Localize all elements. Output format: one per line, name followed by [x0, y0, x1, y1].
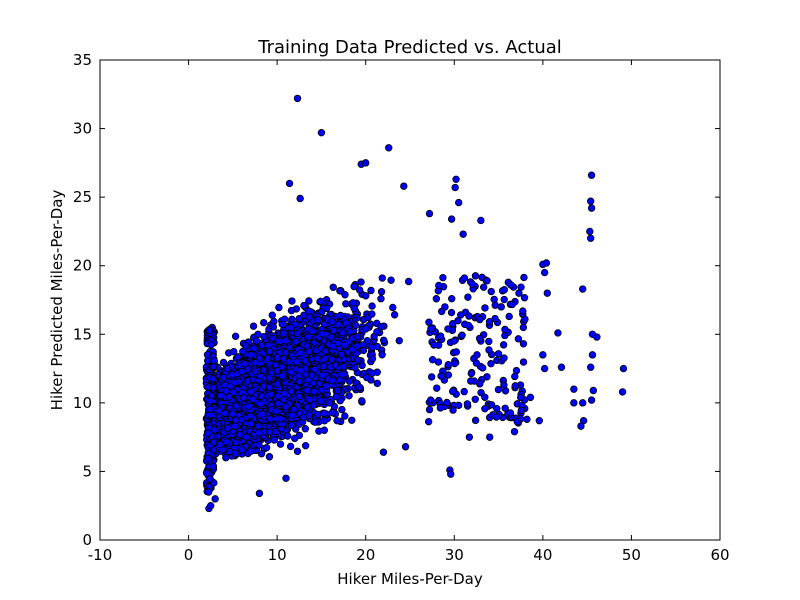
data-point — [359, 346, 368, 355]
data-point — [349, 299, 357, 307]
data-point — [358, 397, 366, 405]
plot-area — [100, 60, 720, 540]
data-point — [328, 318, 336, 326]
data-point — [327, 355, 336, 364]
data-point — [252, 337, 261, 345]
data-point — [242, 342, 250, 350]
data-point — [322, 304, 331, 313]
data-point — [260, 318, 268, 327]
data-point — [368, 310, 376, 318]
data-point — [362, 292, 370, 300]
data-point — [258, 341, 266, 349]
data-point — [262, 443, 271, 452]
data-point — [291, 434, 299, 443]
data-point — [331, 361, 340, 369]
data-point — [368, 302, 376, 310]
data-point — [314, 316, 322, 324]
data-point — [329, 283, 337, 291]
data-point — [301, 425, 310, 433]
data-point — [357, 278, 365, 286]
data-point — [345, 392, 353, 400]
data-point — [377, 323, 385, 331]
data-point — [278, 320, 287, 328]
data-point — [368, 343, 376, 352]
data-point — [329, 326, 338, 335]
data-point — [351, 321, 360, 329]
data-point — [341, 291, 349, 299]
data-point — [276, 440, 285, 448]
data-point — [321, 347, 330, 355]
data-point — [249, 322, 258, 330]
data-point — [250, 344, 258, 352]
data-point — [346, 327, 354, 336]
data-point — [404, 277, 413, 286]
data-point — [275, 303, 283, 312]
data-point — [286, 442, 295, 451]
data-point — [338, 329, 346, 337]
data-point — [216, 440, 224, 449]
data-point — [311, 418, 319, 426]
data-point — [287, 324, 295, 332]
data-point — [300, 311, 308, 319]
data-point — [247, 351, 255, 359]
data-point — [395, 336, 403, 345]
data-point — [231, 332, 240, 341]
data-point — [280, 329, 288, 337]
data-point — [283, 432, 292, 440]
data-point — [239, 347, 247, 356]
data-point — [378, 274, 386, 282]
data-point — [288, 297, 296, 305]
data-point — [330, 402, 339, 411]
data-point — [355, 286, 364, 294]
data-point — [234, 353, 242, 361]
data-point — [353, 356, 362, 364]
data-point — [247, 420, 255, 428]
data-point — [367, 286, 375, 295]
data-point — [327, 333, 335, 341]
data-point — [390, 311, 399, 319]
data-point — [348, 416, 356, 424]
data-point — [319, 362, 328, 371]
data-point — [334, 320, 343, 329]
data-point — [373, 379, 382, 388]
data-point — [379, 336, 388, 344]
data-point — [377, 288, 386, 296]
data-point — [389, 303, 397, 312]
data-point — [336, 287, 344, 295]
data-point — [292, 337, 300, 346]
data-point — [287, 421, 296, 429]
data-point — [265, 453, 274, 461]
scatter-points — [202, 94, 628, 513]
data-point — [350, 282, 358, 291]
data-point — [333, 416, 341, 425]
data-point — [276, 337, 285, 345]
data-point — [355, 383, 363, 391]
data-point — [341, 412, 349, 420]
data-point — [377, 295, 385, 303]
data-point — [353, 332, 362, 341]
data-point — [230, 347, 238, 356]
data-point — [274, 399, 282, 408]
data-point — [293, 447, 302, 455]
data-point — [336, 311, 345, 320]
data-point — [345, 377, 354, 385]
data-point — [232, 438, 240, 447]
data-point — [238, 446, 246, 454]
data-point — [269, 323, 278, 331]
data-point — [378, 351, 386, 359]
data-point — [387, 276, 395, 284]
data-point — [287, 306, 296, 315]
data-point — [320, 426, 329, 434]
data-point — [301, 441, 310, 450]
data-point — [257, 450, 266, 458]
data-point — [314, 410, 322, 419]
data-point — [351, 363, 359, 372]
data-point — [333, 386, 342, 395]
data-point — [268, 311, 276, 319]
data-point — [222, 438, 231, 446]
data-point — [219, 373, 228, 382]
data-point — [288, 411, 297, 420]
data-point — [305, 297, 313, 305]
